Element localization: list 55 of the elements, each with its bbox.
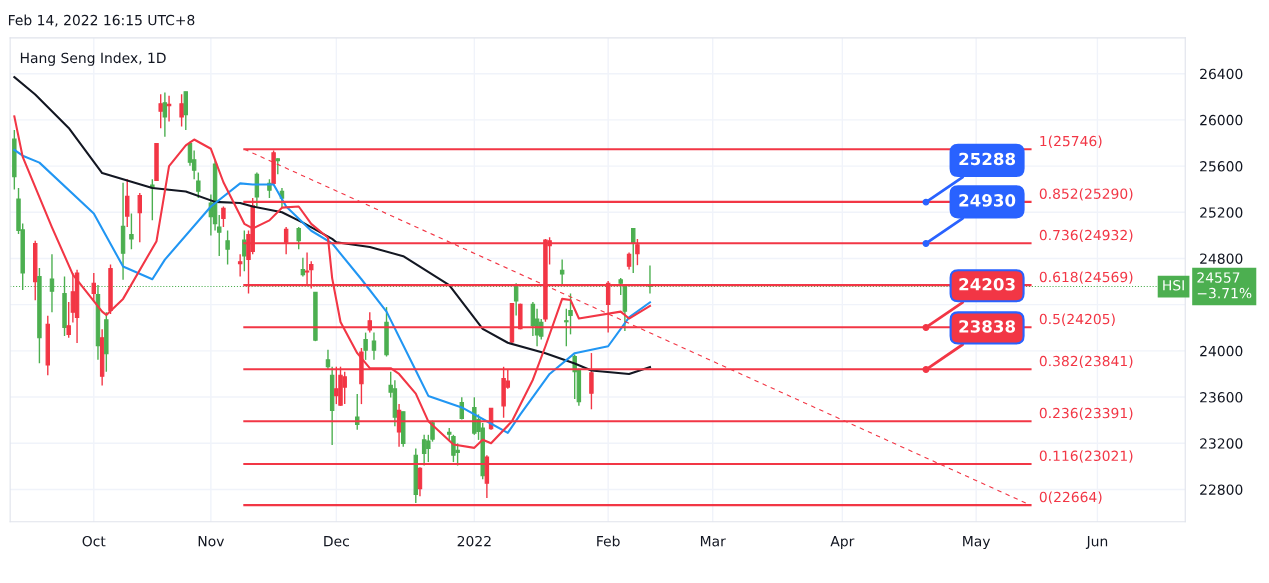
y-tick-label: 23600 bbox=[1200, 392, 1243, 403]
y-tick-label: 22800 bbox=[1200, 484, 1243, 495]
y-tick-label: 26000 bbox=[1200, 114, 1243, 126]
ref-line-label: HSI bbox=[1163, 280, 1184, 291]
candlestick bbox=[225, 229, 230, 266]
y-tick-label: 23200 bbox=[1200, 438, 1243, 449]
x-tick-label: Jun bbox=[1085, 536, 1108, 550]
annotation: 1(25746) bbox=[1040, 135, 1102, 148]
candlestick bbox=[129, 212, 134, 250]
x-tick-label: May bbox=[963, 536, 991, 550]
candlestick bbox=[196, 171, 201, 199]
x-tick-label: Oct bbox=[82, 535, 106, 547]
annotation: 0.618(24569) bbox=[1039, 271, 1133, 284]
data-label: 23838 bbox=[959, 320, 1016, 333]
x-tick-label: Feb bbox=[597, 535, 620, 547]
candlestick bbox=[421, 434, 427, 467]
candlestick bbox=[183, 91, 189, 131]
candlestick bbox=[237, 253, 243, 278]
x-tick-label: Mar bbox=[700, 536, 726, 547]
data-label: 24203 bbox=[959, 277, 1015, 291]
chart-subtitle: Feb 14, 2022 16:15 UTC+8 bbox=[8, 14, 195, 27]
y-tick-label: 25600 bbox=[1200, 161, 1243, 172]
y-tick-label: 26400 bbox=[1200, 68, 1243, 80]
y-tick-label: 24000 bbox=[1200, 345, 1243, 357]
y-tick-label: 24800 bbox=[1200, 253, 1243, 264]
candlestick bbox=[296, 226, 301, 250]
data-label: 24930 bbox=[959, 194, 1016, 207]
annotation: 0.736(24932) bbox=[1039, 229, 1133, 242]
annotation: 24557 −3.71% bbox=[1197, 272, 1252, 299]
candlestick bbox=[66, 301, 71, 339]
annotation: 0.852(25290) bbox=[1039, 188, 1133, 201]
candlestick bbox=[162, 91, 168, 138]
candlestick bbox=[371, 331, 377, 361]
candlestick bbox=[125, 178, 130, 228]
candlestick bbox=[137, 192, 143, 244]
candlestick bbox=[300, 257, 306, 278]
x-tick-label: 2022 bbox=[457, 535, 491, 547]
x-tick-label: Nov bbox=[198, 536, 225, 547]
candlestick bbox=[179, 93, 184, 128]
data-label: 25288 bbox=[959, 152, 1016, 166]
candlestick bbox=[158, 93, 163, 129]
annotation: 0.236(23391) bbox=[1039, 407, 1133, 420]
annotation: 0.116(23021) bbox=[1039, 450, 1133, 463]
candlestick bbox=[363, 331, 368, 361]
x-tick-label: Dec bbox=[324, 536, 349, 547]
x-tick-label: Apr bbox=[830, 536, 855, 550]
y-tick-label: 25200 bbox=[1200, 207, 1243, 218]
text: Hang Seng Index, 1D bbox=[20, 52, 166, 66]
candlestick bbox=[559, 258, 565, 286]
annotation: 0.5(24205) bbox=[1039, 313, 1115, 326]
candlestick bbox=[631, 227, 636, 274]
candlestick bbox=[342, 371, 347, 405]
annotation: 0.382(23841) bbox=[1039, 355, 1133, 368]
annotation: 0(22664) bbox=[1039, 491, 1102, 504]
candlestick bbox=[221, 205, 226, 228]
